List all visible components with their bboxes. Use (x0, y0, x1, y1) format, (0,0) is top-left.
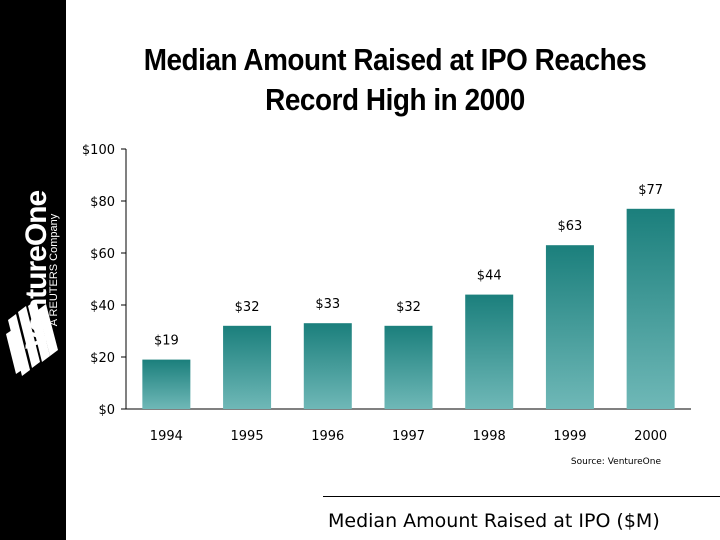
chart-title-line-2: Record High in 2000 (265, 82, 525, 117)
x-axis-labels: 1994 1995 1996 1997 1998 1999 2000 (150, 429, 667, 444)
x-tick-label-1997: 1997 (392, 429, 425, 444)
y-tick-label: $60 (90, 247, 115, 262)
y-tick-label: $80 (90, 195, 115, 210)
logo-stripes-icon (6, 300, 58, 376)
source-note: Source: VentureOne (571, 457, 662, 467)
bar-1998 (465, 294, 514, 409)
bar-1999 (545, 245, 594, 409)
value-label-1995: $32 (235, 300, 260, 315)
value-label-1998: $44 (477, 269, 502, 284)
value-label-1997: $32 (396, 300, 421, 315)
bar-1996 (303, 323, 352, 409)
sidebar: VentureOne A REUTERS Company (0, 0, 66, 540)
value-label-1999: $63 (558, 219, 583, 234)
y-tick-label: $40 (90, 299, 115, 314)
x-tick-label-1994: 1994 (150, 429, 183, 444)
y-axis-ticks: $0 $20 $40 $60 $80 $100 (82, 143, 126, 418)
x-tick-label-1998: 1998 (473, 429, 506, 444)
y-tick-label: $20 (90, 351, 115, 366)
x-tick-label-1999: 1999 (553, 429, 586, 444)
chart-caption: Median Amount Raised at IPO ($M) (328, 510, 660, 532)
chart-title: Median Amount Raised at IPO Reaches Reco… (121, 40, 670, 120)
bar-1994 (142, 359, 191, 409)
bars (142, 208, 675, 409)
value-label-2000: $77 (638, 183, 663, 198)
x-tick-label-2000: 2000 (634, 429, 667, 444)
y-tick-label: $100 (82, 143, 115, 158)
y-tick-label: $0 (98, 403, 115, 418)
bar-1997 (384, 325, 433, 409)
value-labels: $19 $32 $33 $32 $44 $63 $77 (154, 183, 663, 349)
x-tick-label-1995: 1995 (231, 429, 264, 444)
value-label-1994: $19 (154, 334, 179, 349)
bar-2000 (626, 208, 675, 409)
x-tick-label-1996: 1996 (311, 429, 344, 444)
bar-chart: $0 $20 $40 $60 $80 $100 $19 $32 $33 $32 $44 $63 $77… (82, 143, 691, 467)
bar-1995 (223, 325, 272, 409)
caption-divider (323, 496, 720, 497)
chart-title-line-1: Median Amount Raised at IPO Reaches (143, 42, 647, 77)
value-label-1996: $33 (315, 297, 340, 312)
